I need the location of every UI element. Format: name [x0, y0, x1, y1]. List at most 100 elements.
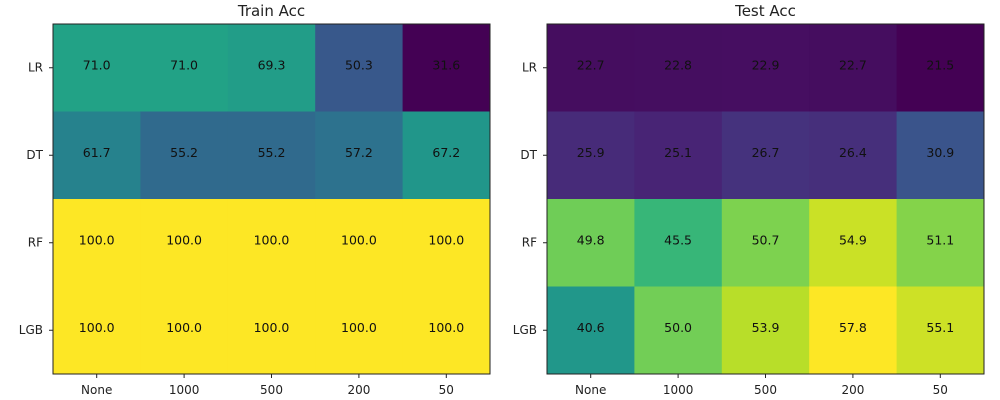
- heatmap-cell: [140, 286, 229, 375]
- cell-value-label: 100.0: [79, 232, 115, 247]
- y-tick-label: LGB: [513, 323, 537, 337]
- x-tick-label: 200: [841, 383, 864, 397]
- x-tick-label: 1000: [169, 383, 200, 397]
- heatmap-cell: [809, 286, 898, 375]
- heatmap-cell: [140, 199, 229, 287]
- cell-value-label: 26.4: [839, 145, 867, 160]
- heatmap-cell: [315, 111, 404, 200]
- x-tick-label: None: [575, 383, 606, 397]
- heatmap-cell: [227, 111, 316, 200]
- heatmap-cell: [721, 199, 810, 287]
- heatmap-cell: [721, 286, 810, 375]
- cell-value-label: 71.0: [83, 57, 111, 72]
- cell-value-label: 55.2: [170, 145, 198, 160]
- y-tick-label: LGB: [19, 323, 43, 337]
- heatmap-cell: [227, 24, 316, 112]
- x-tick-label: 500: [260, 383, 283, 397]
- cell-value-label: 100.0: [166, 232, 202, 247]
- cell-value-label: 25.9: [577, 145, 605, 160]
- cell-value-label: 51.1: [926, 232, 954, 247]
- cell-value-label: 22.7: [839, 57, 867, 72]
- heatmap-cell: [227, 286, 316, 375]
- cell-value-label: 45.5: [664, 232, 692, 247]
- heatmap-cell: [402, 286, 491, 375]
- heatmap-cell: [315, 199, 404, 287]
- cell-value-label: 100.0: [254, 320, 290, 335]
- x-tick-label: 500: [754, 383, 777, 397]
- y-tick-label: LR: [522, 60, 537, 74]
- cell-value-label: 100.0: [428, 320, 464, 335]
- cell-value-label: 100.0: [341, 232, 377, 247]
- cell-value-label: 26.7: [752, 145, 780, 160]
- chart-title: Test Acc: [734, 2, 796, 20]
- heatmap-panel-test: Test Acc 22.7 22.8 22.9 22.7 21.5 25.9 25.1 26.…: [513, 2, 985, 397]
- heatmap-cell: [634, 286, 723, 375]
- cell-value-label: 22.7: [577, 57, 605, 72]
- cell-value-label: 21.5: [926, 57, 954, 72]
- heatmap-cell: [547, 111, 635, 200]
- cell-value-label: 69.3: [258, 57, 286, 72]
- heatmap-cell: [896, 199, 985, 287]
- cell-value-label: 53.9: [752, 320, 780, 335]
- heatmap-cell: [227, 199, 316, 287]
- heatmap-cells: [53, 24, 491, 375]
- cell-value-label: 71.0: [170, 57, 198, 72]
- heatmap-cell: [634, 199, 723, 287]
- x-tick-label: 50: [933, 383, 948, 397]
- heatmap-cell: [809, 199, 898, 287]
- cell-value-label: 100.0: [166, 320, 202, 335]
- cell-value-label: 57.2: [345, 145, 373, 160]
- heatmap-cell: [402, 199, 491, 287]
- cell-value-label: 49.8: [577, 232, 605, 247]
- heatmap-cells: [547, 24, 985, 375]
- cell-value-label: 67.2: [432, 145, 460, 160]
- heatmap-axes: None 1000 500 200 50 LR DT RF LGB: [19, 23, 491, 397]
- heatmap-axes: None 1000 500 200 50 LR DT RF LGB: [513, 23, 985, 397]
- x-tick-label: None: [81, 383, 112, 397]
- heatmap-cell: [547, 199, 635, 287]
- heatmap-cell: [634, 24, 723, 112]
- cell-value-label: 25.1: [664, 145, 692, 160]
- heatmap-cell: [721, 24, 810, 112]
- heatmap-cell: [634, 111, 723, 200]
- heatmap-cell: [547, 286, 635, 375]
- cell-value-label: 50.7: [752, 232, 780, 247]
- cell-value-label: 50.0: [664, 320, 692, 335]
- cell-value-label: 100.0: [341, 320, 377, 335]
- heatmap-cell: [140, 111, 229, 200]
- heatmap-cell: [402, 24, 491, 112]
- cell-value-label: 100.0: [79, 320, 115, 335]
- heatmap-cell: [315, 24, 404, 112]
- cell-value-label: 22.8: [664, 57, 692, 72]
- heatmap-cell: [547, 24, 635, 112]
- y-tick-label: RF: [28, 235, 43, 249]
- cell-value-label: 22.9: [752, 57, 780, 72]
- y-tick-label: LR: [28, 60, 43, 74]
- cell-value-label: 55.1: [926, 320, 954, 335]
- heatmap-cell: [809, 24, 898, 112]
- x-tick-label: 50: [439, 383, 454, 397]
- heatmap-cell: [53, 24, 141, 112]
- heatmap-cell: [53, 286, 141, 375]
- heatmap-cell: [315, 286, 404, 375]
- cell-value-label: 57.8: [839, 320, 867, 335]
- heatmap-cell-labels: 71.0 71.0 69.3 50.3 31.6 61.7 55.2 55.2 57.2 67.2…: [79, 57, 464, 335]
- cell-value-label: 100.0: [428, 232, 464, 247]
- cell-value-label: 100.0: [254, 232, 290, 247]
- cell-value-label: 61.7: [83, 145, 111, 160]
- cell-value-label: 50.3: [345, 57, 373, 72]
- cell-value-label: 30.9: [926, 145, 954, 160]
- heatmap-cell: [53, 111, 141, 200]
- heatmap-cell: [809, 111, 898, 200]
- heatmap-panel-train: Train Acc 71.0 71.0 69.3 50.3 31.6 61.7 55.2 55…: [19, 2, 491, 397]
- x-tick-label: 200: [347, 383, 370, 397]
- heatmap-cell: [402, 111, 491, 200]
- cell-value-label: 54.9: [839, 232, 867, 247]
- y-tick-label: RF: [522, 235, 537, 249]
- y-tick-label: DT: [520, 148, 537, 162]
- cell-value-label: 40.6: [577, 320, 605, 335]
- heatmap-cell-labels: 22.7 22.8 22.9 22.7 21.5 25.9 25.1 26.7 26.4 30.9…: [577, 57, 954, 335]
- cell-value-label: 55.2: [258, 145, 286, 160]
- y-tick-label: DT: [26, 148, 43, 162]
